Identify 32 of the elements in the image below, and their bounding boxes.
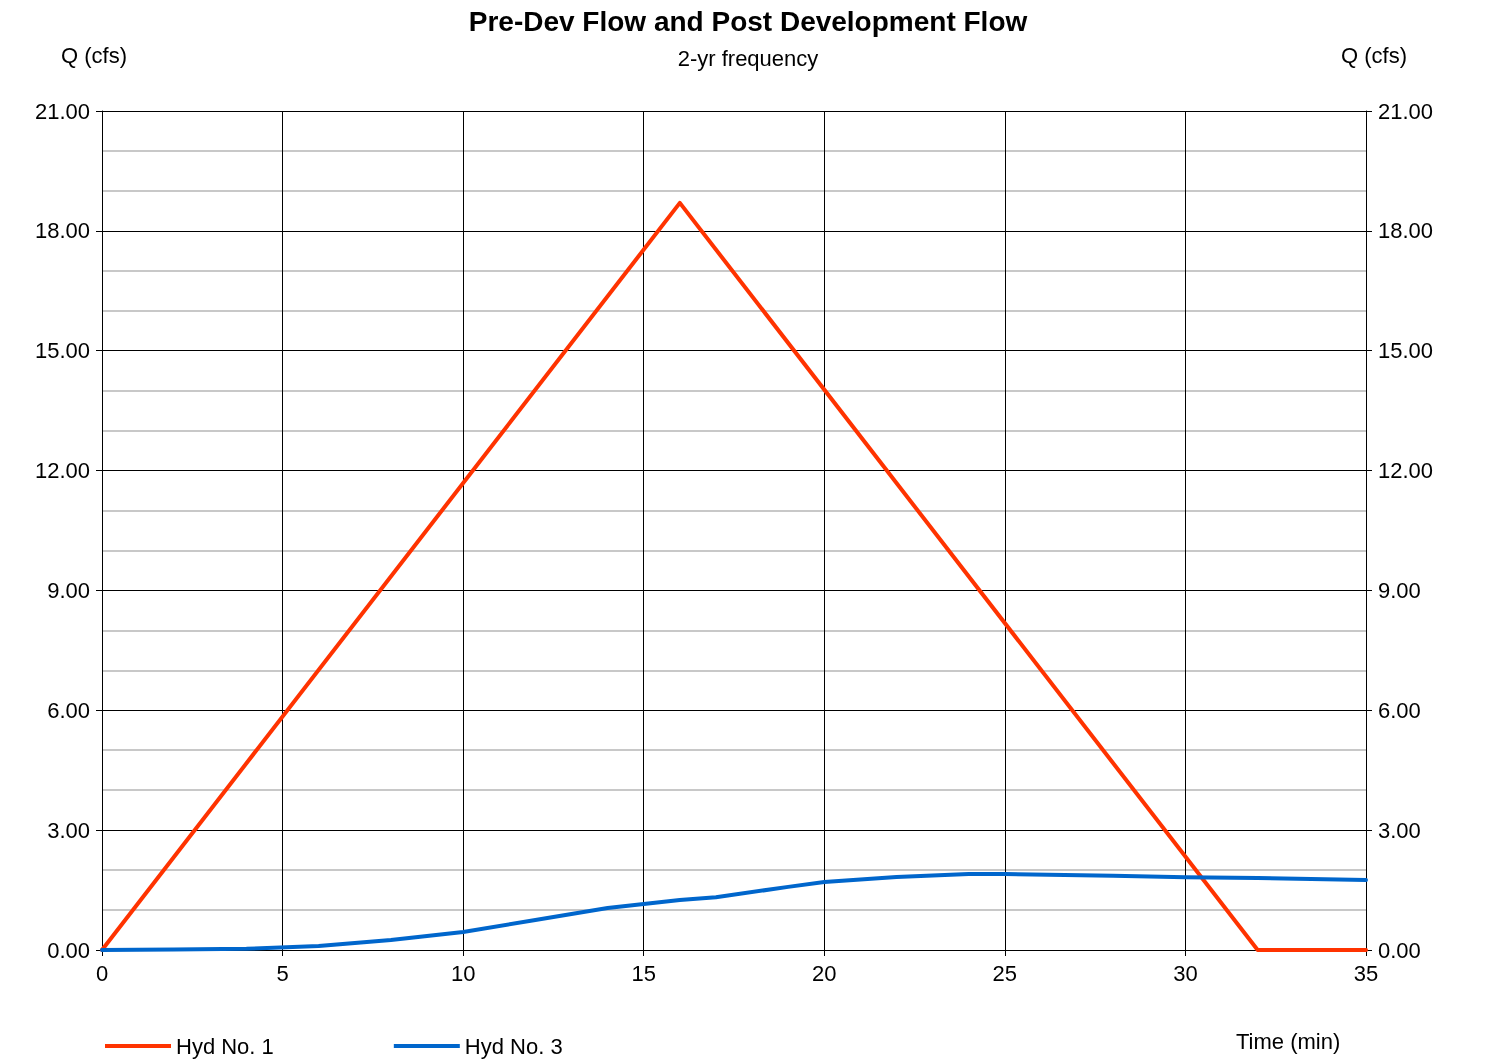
x-tick-label: 30 (1173, 960, 1198, 986)
x-tick-label: 10 (450, 960, 476, 986)
y2-tick-label: 9.00 (1378, 577, 1421, 603)
x-tick-label: 15 (631, 960, 656, 986)
y2-tick-label: 15.00 (1378, 338, 1434, 364)
chart-title: Pre-Dev Flow and Post Development Flow (468, 5, 1028, 37)
legend-label: Hyd No. 1 (176, 1033, 274, 1059)
legend-label: Hyd No. 3 (464, 1033, 563, 1059)
y2-tick-label: 18.00 (1378, 218, 1434, 244)
y-tick-label: 18.00 (34, 218, 90, 244)
y-tick-label: 15.00 (34, 338, 90, 364)
y-tick-label: 12.00 (34, 458, 90, 484)
y2-tick-label: 6.00 (1378, 697, 1421, 723)
y-tick-label: 9.00 (47, 577, 90, 603)
y-axis-title: Q (cfs) (61, 42, 127, 68)
line-series (100, 872, 1368, 952)
y2-axis-title: Q (cfs) (1341, 42, 1407, 68)
chart-subtitle: 2-yr frequency (677, 45, 819, 71)
x-tick-label: 35 (1353, 960, 1379, 986)
x-tick-label: 20 (812, 960, 837, 986)
x-tick-label: 5 (276, 960, 289, 986)
y-tick-label: 3.00 (47, 817, 90, 843)
y2-tick-label: 21.00 (1378, 98, 1434, 124)
y2-tick-label: 3.00 (1378, 817, 1421, 843)
y-tick-label: 0.00 (47, 937, 90, 963)
x-tick-label: 25 (992, 960, 1018, 986)
y-tick-label: 21.00 (34, 98, 90, 124)
x-axis-title: Time (min) (1236, 1028, 1341, 1054)
y-tick-label: 6.00 (47, 697, 90, 723)
y2-tick-label: 0.00 (1378, 937, 1421, 963)
x-tick-label: 0 (95, 960, 109, 986)
y2-tick-label: 12.00 (1378, 458, 1434, 484)
